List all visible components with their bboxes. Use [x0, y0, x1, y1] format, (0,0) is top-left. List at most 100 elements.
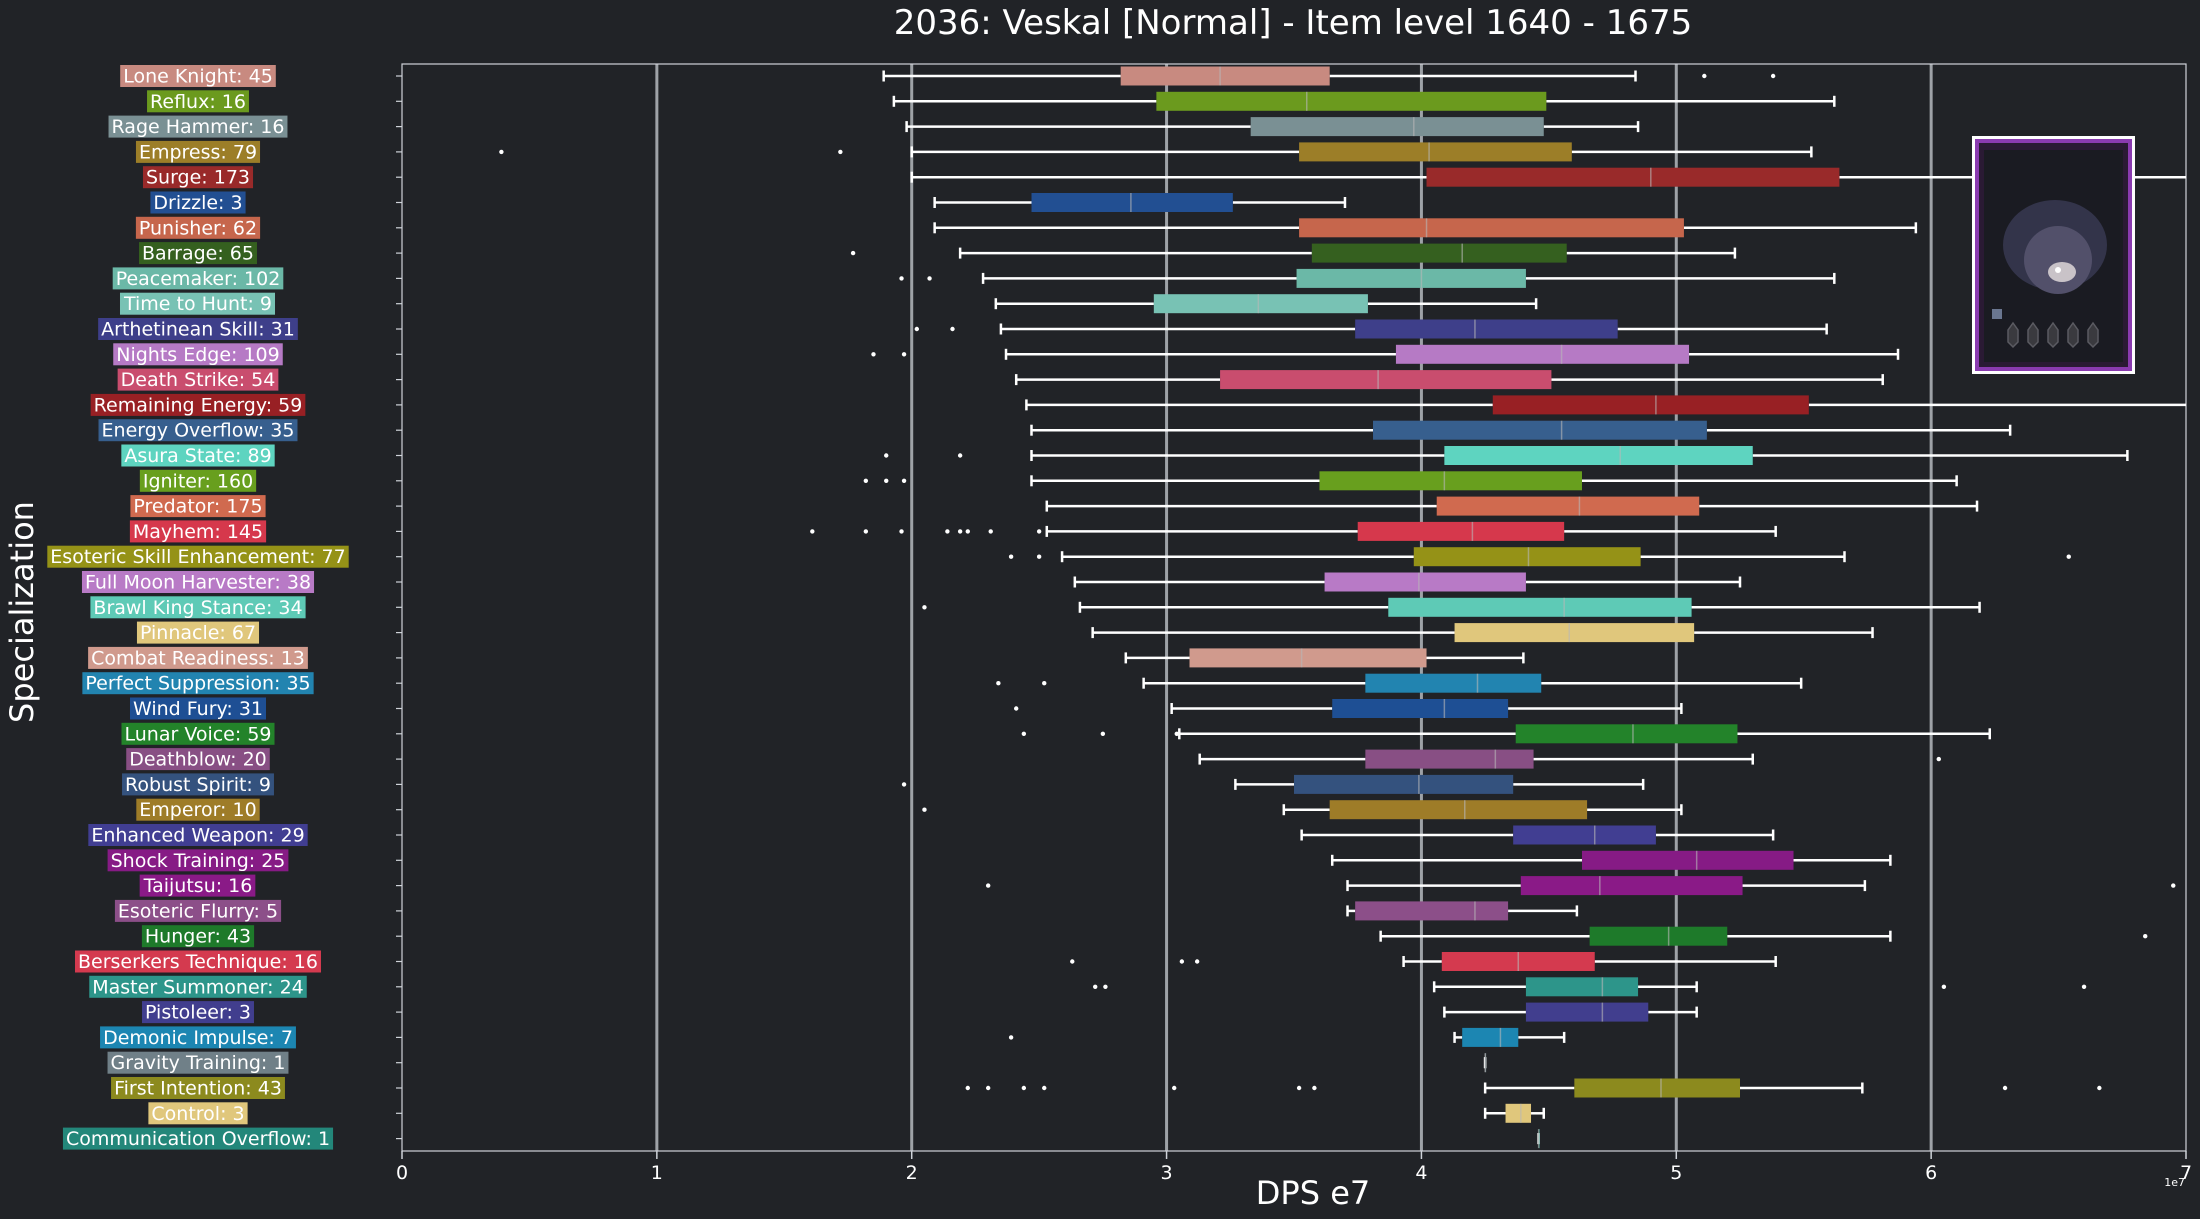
- box-10: [914, 319, 1828, 339]
- box-iqr: [1153, 294, 1368, 314]
- box-3: [499, 142, 1813, 162]
- y-label-text: Asura State: 89: [124, 445, 271, 467]
- box-35: [1070, 952, 1777, 971]
- y-label-23: Combat Readiness: 13: [88, 646, 308, 669]
- y-label-background: [139, 242, 257, 265]
- outlier-point: [965, 1085, 970, 1091]
- box-20: [1073, 572, 1742, 592]
- box-iqr: [1505, 1103, 1532, 1123]
- outlier-point: [884, 478, 889, 483]
- box-40: [965, 1078, 2102, 1098]
- y-label-background: [108, 115, 288, 138]
- box-iqr: [1388, 597, 1692, 617]
- y-label-24: Perfect Suppression: 35: [82, 672, 314, 695]
- box-18: [810, 521, 1777, 541]
- y-label-text: Pinnacle: 67: [140, 622, 256, 644]
- y-label-text: Predator: 175: [133, 496, 262, 518]
- outlier-point: [2002, 1085, 2008, 1091]
- box-9: [994, 294, 1538, 314]
- outlier-point: [499, 149, 504, 155]
- box-iqr: [1355, 319, 1618, 339]
- box-iqr: [1220, 370, 1552, 390]
- y-label-6: Punisher: 62: [135, 216, 261, 239]
- y-label-10: Arthetinean Skill: 31: [98, 318, 298, 341]
- outlier-point: [914, 326, 920, 332]
- x-tick-label: 5: [1670, 1162, 1682, 1184]
- y-label-text: Empress: 79: [139, 141, 257, 163]
- outlier-point: [1021, 1085, 1027, 1091]
- y-label-22: Pinnacle: 67: [136, 621, 260, 644]
- y-label-background: [136, 621, 260, 644]
- x-tick-label: 7: [2180, 1162, 2192, 1184]
- box-iqr: [1373, 420, 1707, 440]
- box-iqr: [1031, 193, 1233, 212]
- y-label-background: [90, 393, 306, 416]
- box-31: [1330, 850, 1892, 870]
- box-19: [1008, 547, 2071, 567]
- box-iqr: [1426, 167, 1840, 187]
- y-label-background: [113, 343, 283, 366]
- y-label-text: Control: 3: [151, 1103, 244, 1125]
- y-label-20: Full Moon Harvester: 38: [81, 571, 315, 594]
- y-label-background: [119, 292, 276, 315]
- y-label-background: [148, 1102, 248, 1125]
- outlier-point: [1042, 681, 1047, 686]
- y-label-text: Surge: 173: [146, 167, 250, 189]
- outlier-point: [922, 807, 927, 812]
- box-iqr: [1365, 749, 1534, 769]
- box-iqr: [1515, 724, 1738, 744]
- y-label-background: [88, 824, 308, 846]
- y-label-text: Taijutsu: 16: [143, 875, 253, 897]
- y-label-28: Robust Spirit: 9: [122, 773, 274, 796]
- outlier-point: [1021, 731, 1027, 736]
- box-28: [901, 774, 1645, 794]
- y-label-background: [82, 672, 314, 695]
- box-iqr: [1329, 800, 1588, 820]
- box-24: [996, 673, 1803, 693]
- outlier-point: [1036, 529, 1042, 534]
- y-label-background: [142, 166, 254, 189]
- y-label-background: [121, 444, 275, 467]
- outlier-point: [2171, 883, 2176, 888]
- y-label-35: Berserkers Technique: 16: [75, 950, 321, 973]
- outlier-point: [2081, 984, 2087, 989]
- y-label-text: Nights Edge: 109: [116, 344, 280, 366]
- outlier-point: [901, 352, 907, 357]
- x-scale-note: 1e7: [2164, 1176, 2185, 1189]
- outlier-point: [2143, 934, 2148, 939]
- y-label-32: Taijutsu: 16: [139, 874, 256, 897]
- y-label-34: Hunger: 43: [141, 925, 255, 948]
- box-iqr: [1299, 218, 1684, 238]
- y-label-text: Gravity Training: 1: [111, 1052, 286, 1074]
- box-iqr: [1513, 825, 1656, 845]
- outlier-point: [988, 529, 993, 534]
- outlier-point: [1296, 1085, 1302, 1091]
- box-iqr: [1581, 850, 1794, 870]
- y-label-background: [130, 495, 266, 518]
- y-axis-title: Specialization: [3, 501, 41, 723]
- box-38: [1008, 1027, 1566, 1047]
- box-29: [922, 800, 1683, 820]
- x-tick-label: 1: [651, 1162, 663, 1184]
- outlier-point: [899, 276, 904, 281]
- box-iqr: [1520, 876, 1743, 896]
- box-iqr: [1525, 977, 1639, 997]
- box-21: [922, 597, 1981, 617]
- y-label-text: Barrage: 65: [142, 243, 254, 265]
- box-6: [933, 218, 1918, 238]
- outlier-point: [985, 1085, 991, 1091]
- box-16: [863, 471, 1958, 491]
- box-2: [905, 117, 1640, 137]
- box-1: [892, 91, 1836, 111]
- y-label-text: Brawl King Stance: 34: [93, 597, 302, 619]
- y-label-text: Peacemaker: 102: [116, 268, 281, 290]
- box-5: [933, 193, 1347, 212]
- y-label-text: Reflux: 16: [150, 91, 246, 113]
- y-label-text: Enhanced Weapon: 29: [91, 825, 304, 847]
- box-iqr: [1444, 446, 1753, 465]
- y-label-text: Lunar Voice: 59: [124, 723, 271, 745]
- box-iqr: [1574, 1078, 1740, 1098]
- box-iqr: [1454, 623, 1695, 643]
- y-label-16: Igniter: 160: [139, 469, 257, 492]
- box-iqr: [1492, 395, 1809, 415]
